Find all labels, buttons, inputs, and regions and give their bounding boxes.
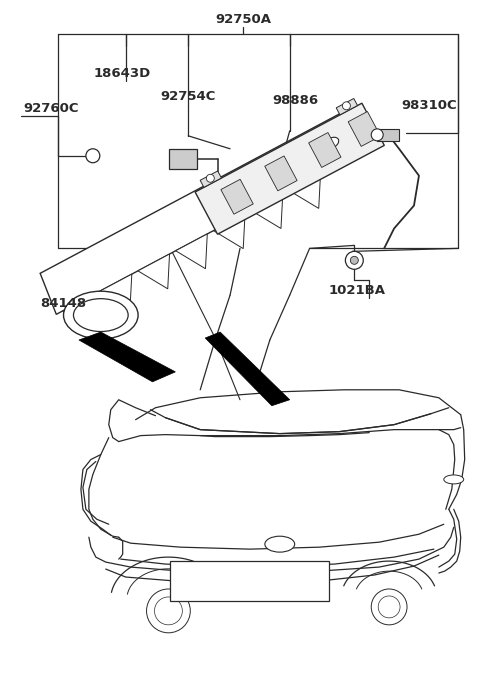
Polygon shape [289, 174, 321, 208]
Circle shape [350, 256, 358, 264]
Text: 92760C: 92760C [24, 102, 79, 116]
Text: 98886: 98886 [273, 95, 319, 108]
Polygon shape [377, 129, 399, 141]
Polygon shape [62, 294, 94, 329]
Polygon shape [176, 234, 207, 269]
Polygon shape [265, 156, 297, 191]
Polygon shape [79, 332, 175, 382]
Circle shape [342, 102, 350, 110]
Text: 98310C: 98310C [401, 99, 456, 112]
Text: 92750A: 92750A [215, 13, 271, 26]
Circle shape [378, 596, 400, 618]
Polygon shape [309, 133, 341, 168]
Ellipse shape [324, 138, 339, 149]
Circle shape [146, 589, 190, 633]
Polygon shape [205, 332, 290, 406]
Text: 84148: 84148 [40, 297, 86, 310]
Polygon shape [214, 214, 245, 249]
Polygon shape [348, 112, 381, 146]
Polygon shape [251, 193, 283, 229]
Circle shape [155, 597, 182, 625]
Polygon shape [221, 179, 253, 215]
Polygon shape [195, 104, 384, 234]
Text: 92754C: 92754C [161, 89, 216, 103]
Circle shape [371, 129, 383, 141]
Polygon shape [138, 254, 169, 289]
Polygon shape [169, 149, 197, 169]
Circle shape [346, 251, 363, 269]
Polygon shape [336, 99, 358, 115]
Ellipse shape [265, 536, 295, 552]
Circle shape [371, 589, 407, 625]
Ellipse shape [73, 299, 128, 332]
Polygon shape [100, 274, 132, 309]
Ellipse shape [444, 475, 464, 484]
Ellipse shape [63, 291, 138, 339]
FancyBboxPatch shape [170, 561, 329, 601]
Circle shape [206, 174, 214, 183]
Text: 1021BA: 1021BA [329, 284, 386, 297]
Polygon shape [200, 171, 221, 187]
Polygon shape [40, 112, 368, 315]
Text: 18643D: 18643D [94, 67, 151, 80]
Circle shape [86, 148, 100, 163]
